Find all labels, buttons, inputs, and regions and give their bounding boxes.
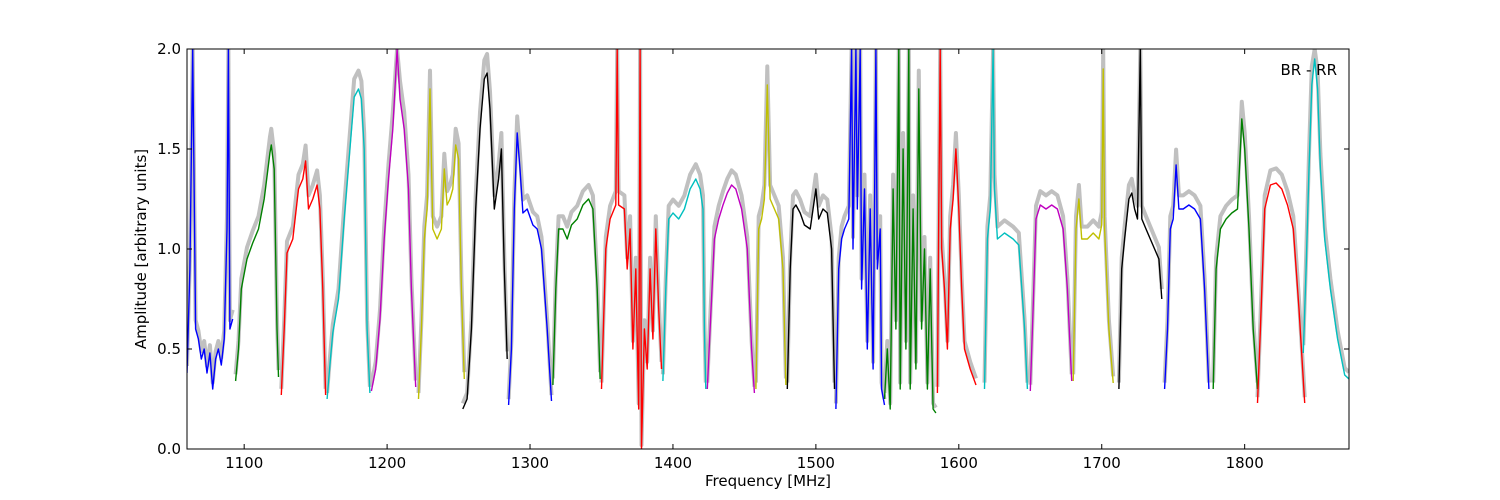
y-axis-label: Amplitude [arbitrary units] [132, 149, 150, 349]
series-line [370, 49, 417, 392]
series-line [234, 144, 280, 382]
reference-curve [1301, 49, 1349, 374]
x-tick-label: 1600 [940, 454, 978, 472]
series-line [1212, 118, 1259, 390]
reference-curve [1211, 99, 1260, 383]
tick-layer: 1100 1200 1300 1400 1500 1600 1700 1800 0.0 0.5 1.… [157, 40, 1349, 472]
series-line [1118, 49, 1163, 390]
br-rr-annotation: BR - RR [1280, 61, 1337, 79]
reference-curve [506, 114, 554, 400]
reference-curve [705, 168, 757, 387]
series-line [1029, 204, 1073, 392]
series-line [462, 72, 508, 410]
series-line [600, 49, 663, 449]
y-tick-label: 1.0 [157, 240, 181, 258]
reference-curve [660, 162, 708, 383]
reference-curve [325, 68, 372, 394]
reference-curve [935, 49, 978, 387]
series-line [883, 49, 937, 414]
reference-curve [550, 183, 603, 379]
series-line [706, 184, 756, 394]
series-line [835, 49, 886, 410]
x-tick-label: 1700 [1083, 454, 1121, 472]
reference-curve [1162, 147, 1211, 383]
reference-curve [599, 49, 664, 447]
series-line [755, 84, 787, 390]
series-line [552, 198, 601, 386]
reference-curve [279, 143, 328, 389]
y-tick-label: 2.0 [157, 40, 181, 58]
series-line [187, 49, 234, 390]
series-line [936, 49, 977, 394]
x-tick-label: 1800 [1226, 454, 1264, 472]
series-line [1163, 164, 1210, 390]
series-line [280, 160, 327, 396]
reference-curve [982, 49, 1030, 383]
series-line [983, 49, 1029, 390]
x-tick-label: 1400 [654, 454, 692, 472]
y-tick-label: 0.0 [157, 440, 181, 458]
x-axis-label: Frequency [MHz] [705, 472, 831, 490]
series-line [1072, 68, 1114, 384]
series-layer [187, 49, 1349, 449]
y-tick-label: 0.5 [157, 340, 181, 358]
series-line [1256, 182, 1306, 404]
series-line [326, 88, 371, 400]
reference-curve [233, 126, 281, 375]
series-line [662, 178, 707, 390]
x-tick-label: 1100 [225, 454, 263, 472]
reference-curve [785, 172, 837, 383]
series-line [417, 88, 465, 400]
y-tick-label: 1.5 [157, 140, 181, 158]
x-tick-label: 1300 [511, 454, 549, 472]
series-line [786, 188, 836, 390]
x-tick-label: 1500 [797, 454, 835, 472]
series-line [1302, 58, 1349, 380]
series-line [507, 132, 553, 406]
x-tick-label: 1200 [368, 454, 406, 472]
